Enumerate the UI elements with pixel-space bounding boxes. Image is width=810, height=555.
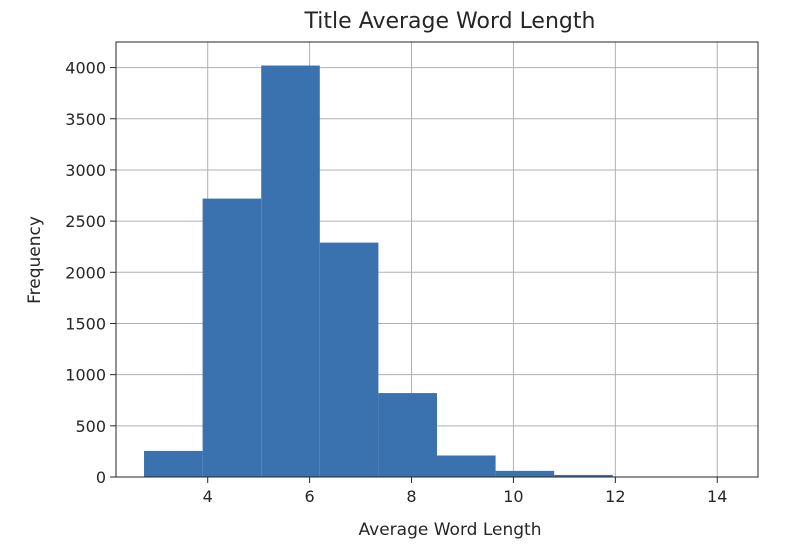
histogram-bar-2 — [203, 199, 262, 477]
y-tick-label: 500 — [75, 417, 106, 436]
x-tick-label: 14 — [707, 487, 727, 506]
histogram-bar-4 — [320, 243, 379, 477]
histogram-bar-3 — [261, 66, 320, 477]
x-tick-label: 8 — [406, 487, 416, 506]
histogram-bars — [144, 66, 730, 477]
y-tick-label: 3000 — [65, 161, 106, 180]
x-axis-label: Average Word Length — [359, 520, 542, 540]
histogram-bar-6 — [437, 456, 496, 477]
y-tick-label: 4000 — [65, 59, 106, 78]
histogram-bar-7 — [496, 471, 555, 477]
x-axis-ticks: 4 6 8 10 12 14 — [203, 477, 728, 506]
y-axis-ticks: 0 500 1000 1500 2000 2500 3000 3500 4000 — [65, 59, 116, 487]
x-tick-label: 6 — [305, 487, 315, 506]
y-tick-label: 1000 — [65, 366, 106, 385]
x-tick-label: 10 — [503, 487, 523, 506]
x-tick-label: 4 — [203, 487, 213, 506]
y-tick-label: 2500 — [65, 212, 106, 231]
y-axis-label: Frequency — [25, 216, 45, 304]
chart-title: Title Average Word Length — [304, 9, 596, 34]
histogram-bar-1 — [144, 451, 203, 477]
x-tick-label: 12 — [605, 487, 625, 506]
y-tick-label: 3500 — [65, 110, 106, 129]
y-tick-label: 2000 — [65, 263, 106, 282]
histogram-bar-5 — [378, 393, 437, 477]
y-tick-label: 1500 — [65, 314, 106, 333]
y-tick-label: 0 — [96, 468, 106, 487]
